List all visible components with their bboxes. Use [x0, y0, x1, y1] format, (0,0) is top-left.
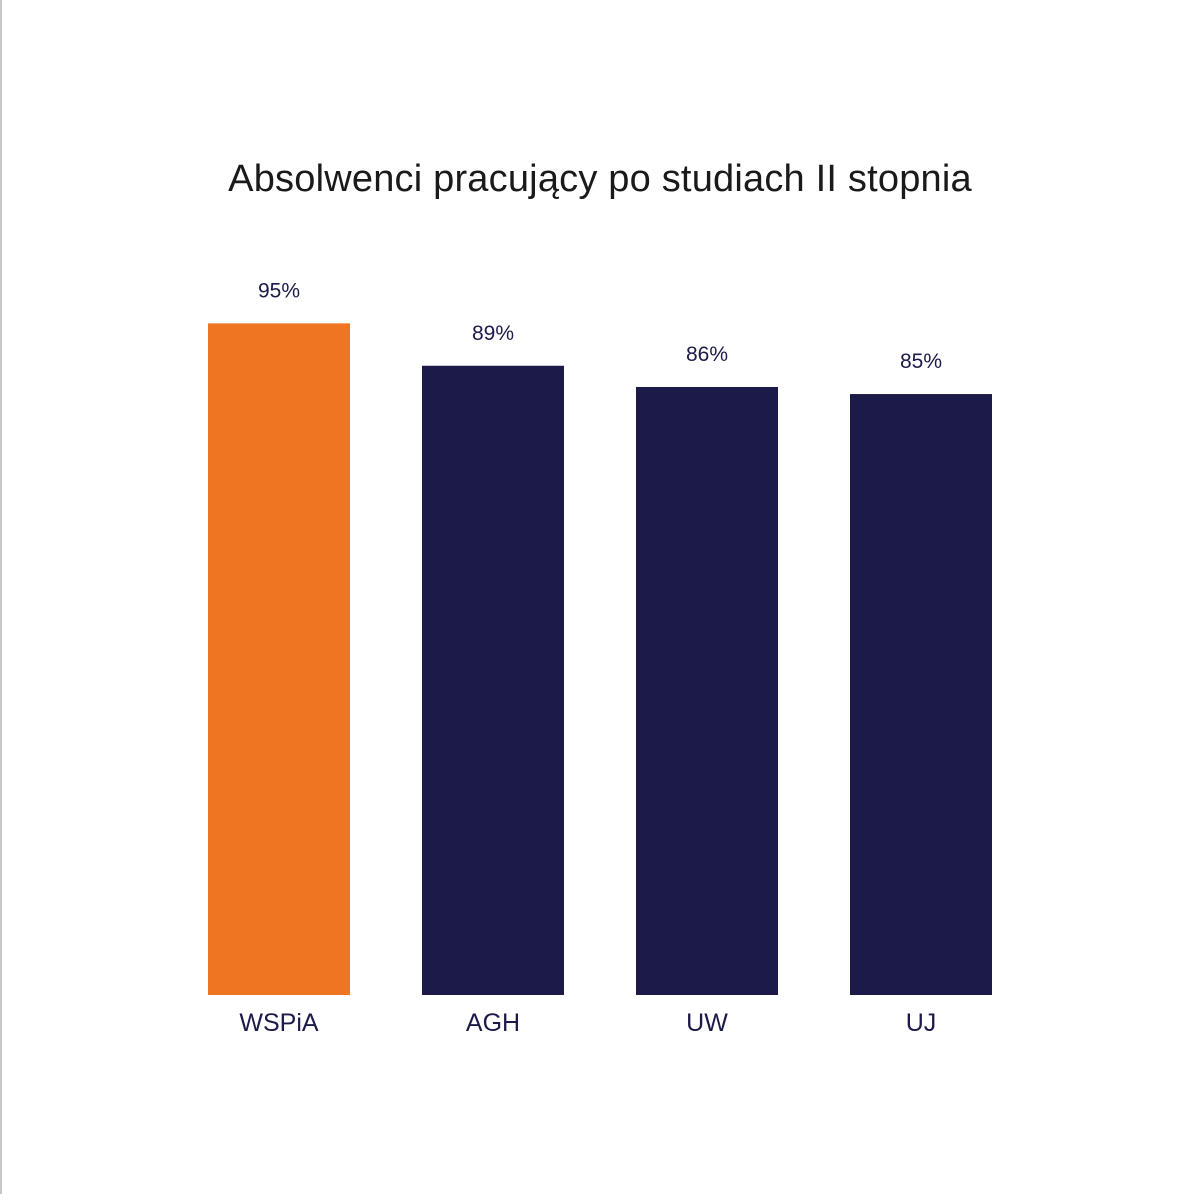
category-label-uw: UW — [686, 1009, 728, 1037]
chart-title: Absolwenci pracujący po studiach II stop… — [228, 158, 972, 200]
bar-uw — [636, 386, 778, 996]
bar-agh — [422, 365, 564, 995]
value-labels-group: 95% 89% 86% 85% — [258, 279, 942, 373]
bar-wspia — [208, 323, 350, 996]
page-border — [0, 0, 2, 1194]
bars-group — [208, 323, 992, 996]
value-label-wspia: 95% — [258, 279, 300, 302]
value-label-uj: 85% — [900, 350, 942, 373]
value-label-agh: 89% — [472, 322, 514, 345]
category-label-agh: AGH — [466, 1009, 520, 1037]
category-label-wspia: WSPiA — [239, 1009, 319, 1037]
category-labels-group: WSPiA AGH UW UJ — [239, 1009, 936, 1037]
value-label-uw: 86% — [686, 343, 728, 366]
bar-uj — [850, 394, 992, 995]
category-label-uj: UJ — [906, 1009, 937, 1037]
